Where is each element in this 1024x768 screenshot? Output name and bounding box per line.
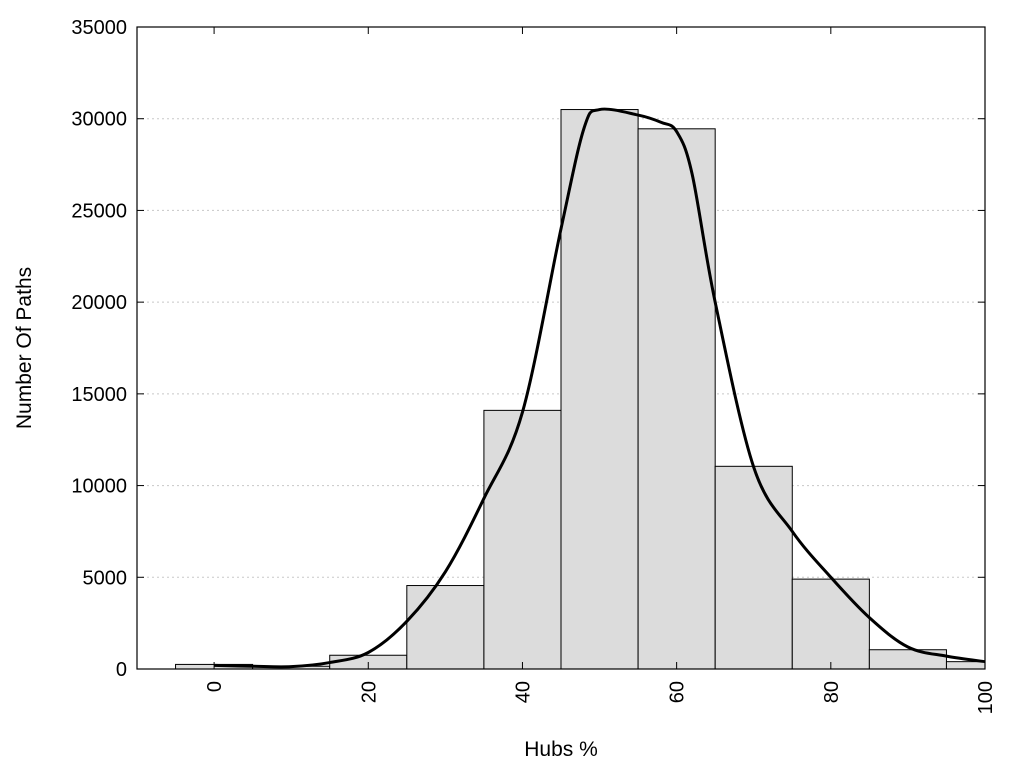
x-axis-title: Hubs % bbox=[524, 738, 598, 761]
grid-lines bbox=[137, 118, 985, 578]
histogram-bar bbox=[945, 661, 986, 670]
histogram-bar bbox=[483, 409, 562, 670]
y-tick-label: 5000 bbox=[83, 567, 128, 589]
y-tick-label: 20000 bbox=[71, 292, 127, 314]
histogram-bars bbox=[175, 109, 986, 670]
x-tick-label: 100 bbox=[975, 681, 997, 714]
x-axis-ticks: 0 20 40 60 80 100 bbox=[204, 27, 997, 714]
y-axis-ticks: 0 5000 10000 15000 20000 25000 30000 35000 bbox=[71, 17, 985, 681]
x-tick-label: 80 bbox=[821, 681, 843, 703]
x-tick-label: 60 bbox=[667, 681, 689, 703]
histogram-bar bbox=[791, 578, 870, 670]
density-curve-layer bbox=[214, 107, 986, 669]
y-axis-title: Number Of Paths bbox=[13, 267, 36, 429]
y-tick-label: 35000 bbox=[71, 17, 127, 39]
y-tick-label: 30000 bbox=[71, 109, 127, 131]
plot-frame bbox=[136, 26, 986, 670]
x-tick-label: 20 bbox=[358, 681, 380, 703]
histogram-bar bbox=[868, 649, 947, 670]
y-tick-label: 25000 bbox=[71, 200, 127, 222]
histogram-bar bbox=[714, 465, 793, 670]
x-tick-label: 0 bbox=[204, 681, 226, 692]
histogram-bar bbox=[560, 109, 639, 670]
histogram-bar bbox=[637, 128, 716, 670]
x-tick-label: 40 bbox=[512, 681, 534, 703]
y-tick-label: 15000 bbox=[71, 384, 127, 406]
y-tick-label: 0 bbox=[116, 659, 127, 681]
density-curve bbox=[214, 107, 986, 669]
y-tick-label: 10000 bbox=[71, 476, 127, 498]
histogram-bar bbox=[406, 585, 485, 670]
